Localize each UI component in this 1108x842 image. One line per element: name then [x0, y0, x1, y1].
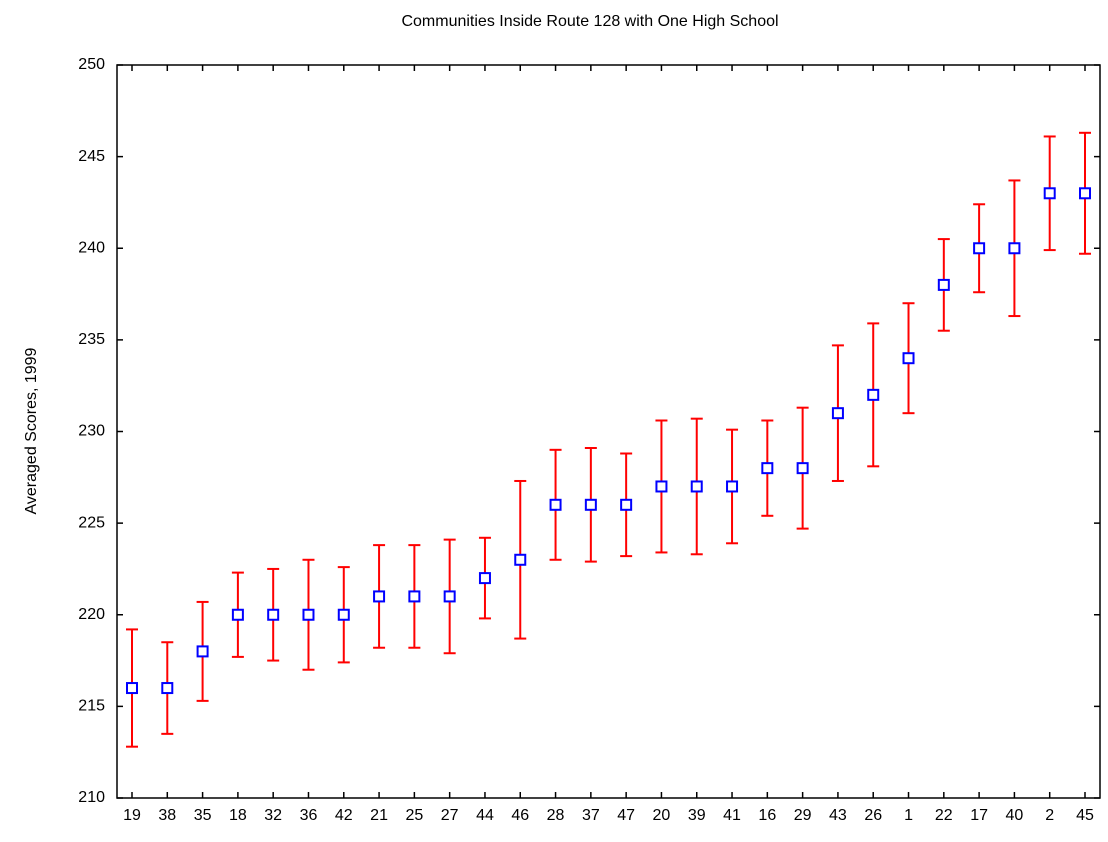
marker — [973, 242, 986, 255]
marker — [1079, 187, 1091, 200]
x-tick-label: 17 — [970, 807, 988, 824]
marker — [796, 462, 809, 475]
chart-title: Communities Inside Route 128 with One Hi… — [401, 13, 778, 30]
y-tick-label: 230 — [78, 423, 105, 440]
marker — [302, 608, 315, 621]
y-tick-label: 220 — [78, 606, 105, 623]
x-tick-label: 29 — [794, 807, 812, 824]
marker — [267, 608, 280, 621]
marker — [584, 498, 597, 511]
x-tick-label: 18 — [229, 807, 247, 824]
y-tick-label: 215 — [78, 698, 105, 715]
marker — [937, 278, 950, 291]
marker — [478, 572, 491, 585]
marker — [196, 645, 209, 658]
marker — [443, 590, 456, 603]
y-axis-label: Averaged Scores, 1999 — [23, 347, 40, 514]
x-tick-label: 25 — [405, 807, 423, 824]
x-tick-label: 44 — [476, 807, 494, 824]
x-tick-label: 28 — [547, 807, 565, 824]
marker — [655, 480, 668, 493]
marker — [408, 590, 421, 603]
plot-frame — [116, 64, 1101, 799]
marker — [231, 608, 244, 621]
marker — [373, 590, 386, 603]
x-tick-label: 22 — [935, 807, 953, 824]
x-tick-label: 19 — [123, 807, 141, 824]
y-tick-label: 225 — [78, 514, 105, 531]
marker — [126, 682, 138, 695]
marker — [514, 553, 527, 566]
marker — [620, 498, 633, 511]
marker — [1008, 242, 1021, 255]
x-tick-label: 45 — [1076, 807, 1094, 824]
x-tick-label: 21 — [370, 807, 388, 824]
y-tick-label: 240 — [78, 239, 105, 256]
y-tick-label: 250 — [78, 56, 105, 73]
marker — [867, 388, 880, 401]
y-tick-label: 210 — [78, 789, 105, 806]
x-tick-label: 32 — [264, 807, 282, 824]
marker — [161, 682, 174, 695]
x-tick-label: 47 — [617, 807, 635, 824]
x-tick-label: 46 — [511, 807, 529, 824]
x-tick-label: 27 — [441, 807, 459, 824]
x-tick-label: 16 — [758, 807, 776, 824]
marker — [549, 498, 562, 511]
x-tick-label: 40 — [1006, 807, 1024, 824]
x-tick-label: 38 — [158, 807, 176, 824]
marker — [337, 608, 350, 621]
marker — [1043, 187, 1056, 200]
marker — [690, 480, 703, 493]
marker — [761, 462, 774, 475]
x-tick-label: 2 — [1045, 807, 1054, 824]
x-tick-label: 1 — [904, 807, 913, 824]
x-tick-label: 35 — [194, 807, 212, 824]
x-tick-label: 20 — [653, 807, 671, 824]
y-tick-label: 245 — [78, 148, 105, 165]
marker — [831, 407, 844, 420]
x-tick-label: 37 — [582, 807, 600, 824]
x-tick-label: 43 — [829, 807, 847, 824]
x-tick-label: 39 — [688, 807, 706, 824]
x-tick-label: 42 — [335, 807, 353, 824]
x-tick-label: 41 — [723, 807, 741, 824]
y-tick-label: 235 — [78, 331, 105, 348]
marker — [902, 352, 915, 365]
x-tick-label: 36 — [300, 807, 318, 824]
x-tick-label: 26 — [864, 807, 882, 824]
marker — [726, 480, 739, 493]
